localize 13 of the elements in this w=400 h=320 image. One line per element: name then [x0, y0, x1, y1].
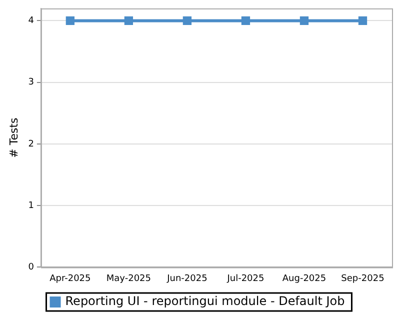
y-axis-title: # Tests: [7, 117, 20, 158]
x-tick-label: May-2025: [106, 274, 151, 284]
x-tick-label: Sep-2025: [341, 274, 384, 284]
x-tick-label: Jul-2025: [226, 274, 264, 284]
y-tick-label: 2: [28, 139, 34, 150]
y-tick-label: 3: [28, 78, 34, 88]
x-tick-label: Jun-2025: [166, 274, 208, 284]
y-tick-label: 4: [28, 16, 34, 26]
x-tick-label: Aug-2025: [282, 274, 326, 284]
x-tick-label: Apr-2025: [50, 274, 91, 284]
legend-label: Reporting UI - reportingui module - Default Job: [65, 294, 345, 308]
y-tick-label: 1: [28, 200, 34, 211]
y-tick-label: 0: [28, 262, 34, 273]
